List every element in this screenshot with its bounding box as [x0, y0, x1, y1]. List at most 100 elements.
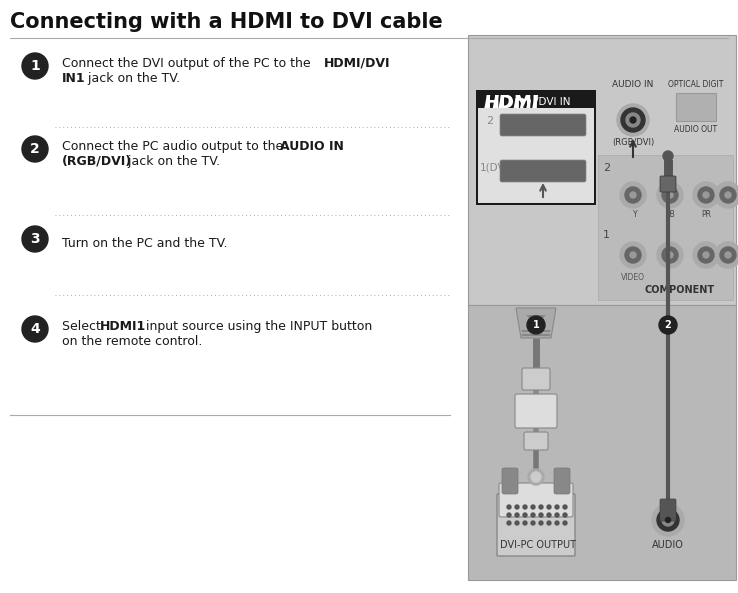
Circle shape: [547, 521, 551, 525]
FancyBboxPatch shape: [524, 432, 548, 450]
Circle shape: [698, 187, 714, 203]
Circle shape: [693, 182, 719, 208]
Text: input source using the INPUT button: input source using the INPUT button: [142, 320, 372, 333]
Text: 1: 1: [603, 230, 610, 240]
Circle shape: [539, 505, 543, 509]
Text: AUDIO IN: AUDIO IN: [280, 140, 344, 153]
Circle shape: [666, 518, 671, 522]
FancyBboxPatch shape: [660, 499, 676, 521]
Circle shape: [531, 513, 535, 517]
Text: HDMI: HDMI: [484, 94, 539, 112]
Text: 1: 1: [533, 320, 539, 330]
FancyBboxPatch shape: [554, 468, 570, 494]
Text: HDMI1: HDMI1: [100, 320, 146, 333]
Text: 2: 2: [603, 163, 610, 173]
Text: COMPONENT: COMPONENT: [645, 285, 715, 295]
Circle shape: [547, 513, 551, 517]
Circle shape: [657, 182, 683, 208]
Text: /DVI IN: /DVI IN: [535, 97, 570, 107]
Circle shape: [563, 521, 567, 525]
Circle shape: [531, 472, 541, 482]
Circle shape: [659, 316, 677, 334]
Circle shape: [667, 192, 673, 198]
Circle shape: [625, 187, 641, 203]
Text: 2: 2: [30, 142, 40, 156]
Circle shape: [657, 242, 683, 268]
Text: (RGB/DVI): (RGB/DVI): [62, 155, 132, 168]
Circle shape: [720, 187, 736, 203]
Circle shape: [523, 513, 527, 517]
Circle shape: [515, 521, 519, 525]
Circle shape: [22, 53, 48, 79]
Polygon shape: [516, 308, 556, 338]
Circle shape: [531, 521, 535, 525]
Text: on the remote control.: on the remote control.: [62, 335, 202, 348]
Circle shape: [620, 182, 646, 208]
Text: 2: 2: [486, 116, 493, 126]
Text: 3: 3: [30, 232, 40, 246]
Circle shape: [547, 505, 551, 509]
Circle shape: [507, 521, 511, 525]
Circle shape: [528, 469, 544, 485]
Circle shape: [715, 182, 738, 208]
Circle shape: [725, 252, 731, 258]
FancyBboxPatch shape: [515, 394, 557, 428]
Text: Connect the DVI output of the PC to the: Connect the DVI output of the PC to the: [62, 57, 314, 70]
Circle shape: [531, 505, 535, 509]
Circle shape: [662, 247, 678, 263]
Bar: [478, 108, 594, 203]
Circle shape: [515, 505, 519, 509]
Circle shape: [657, 509, 679, 531]
Circle shape: [667, 252, 673, 258]
Bar: [468, 305, 736, 580]
Text: Y: Y: [632, 210, 638, 219]
Circle shape: [663, 151, 673, 161]
FancyBboxPatch shape: [502, 468, 518, 494]
Circle shape: [662, 514, 674, 526]
FancyBboxPatch shape: [522, 368, 550, 390]
Text: HDMI/DVI: HDMI/DVI: [324, 57, 390, 70]
FancyBboxPatch shape: [500, 160, 586, 182]
Circle shape: [703, 192, 709, 198]
Circle shape: [527, 316, 545, 334]
Circle shape: [22, 226, 48, 252]
Text: AUDIO OUT: AUDIO OUT: [675, 125, 717, 134]
Bar: [664, 160, 672, 180]
Text: Connect the PC audio output to the: Connect the PC audio output to the: [62, 140, 287, 153]
Circle shape: [539, 513, 543, 517]
Circle shape: [515, 513, 519, 517]
Text: IN1: IN1: [62, 72, 86, 85]
Polygon shape: [526, 315, 546, 325]
Circle shape: [720, 247, 736, 263]
Circle shape: [662, 187, 678, 203]
Circle shape: [626, 113, 640, 127]
Circle shape: [22, 136, 48, 162]
Circle shape: [617, 104, 649, 136]
Circle shape: [698, 247, 714, 263]
Text: 4: 4: [30, 322, 40, 336]
Circle shape: [563, 505, 567, 509]
FancyBboxPatch shape: [499, 483, 573, 517]
Text: 2: 2: [665, 320, 672, 330]
Text: VIDEO: VIDEO: [621, 273, 645, 282]
Circle shape: [22, 316, 48, 342]
Circle shape: [620, 242, 646, 268]
Circle shape: [523, 505, 527, 509]
Bar: [476, 90, 596, 205]
Text: 1(DVI): 1(DVI): [480, 162, 513, 172]
Circle shape: [555, 505, 559, 509]
Text: PB: PB: [665, 210, 675, 219]
Circle shape: [563, 513, 567, 517]
Circle shape: [630, 192, 636, 198]
Text: DVI-PC OUTPUT: DVI-PC OUTPUT: [500, 540, 576, 550]
Circle shape: [725, 192, 731, 198]
Text: Connecting with a HDMI to DVI cable: Connecting with a HDMI to DVI cable: [10, 12, 443, 32]
Bar: [676, 93, 716, 121]
Text: Turn on the PC and the TV.: Turn on the PC and the TV.: [62, 237, 227, 250]
Circle shape: [625, 247, 641, 263]
Circle shape: [507, 513, 511, 517]
Circle shape: [507, 505, 511, 509]
Circle shape: [703, 252, 709, 258]
Bar: [598, 155, 733, 300]
Circle shape: [555, 521, 559, 525]
